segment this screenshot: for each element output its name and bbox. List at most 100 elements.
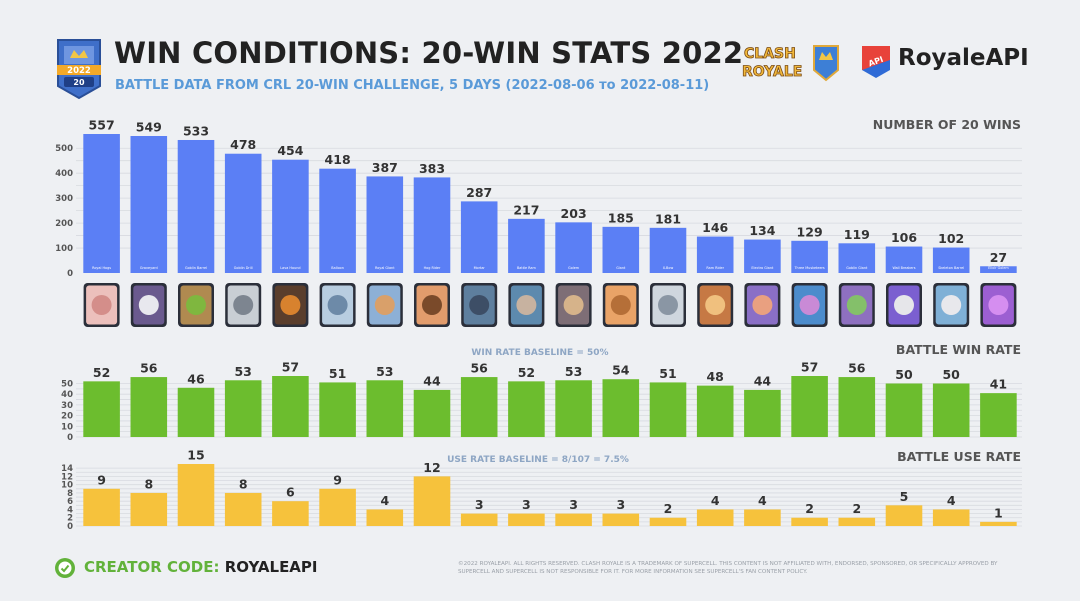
wins-category-label: X-Bow (663, 266, 674, 270)
winrate-value-label: 56 (140, 361, 158, 376)
card-icon-figure (280, 295, 301, 315)
winrate-bar (83, 381, 120, 437)
crl-20-badge-icon: 2022 20 (57, 39, 101, 100)
card-icon-figure (988, 295, 1009, 315)
userate-bar (508, 513, 545, 526)
winrate-bar (980, 393, 1017, 437)
winrate-bar (649, 382, 687, 437)
wins-value-label: 418 (325, 152, 351, 167)
userate-value-label: 4 (711, 493, 720, 508)
userate-bar (885, 505, 923, 526)
wins-value-label: 557 (89, 118, 115, 133)
winrate-value-label: 53 (565, 364, 582, 379)
card-icon (886, 283, 922, 327)
card-icon (272, 283, 309, 327)
wins-category-label: Ram Rider (706, 266, 724, 270)
card-icon-figure (610, 295, 631, 315)
userate-bar (224, 492, 262, 526)
userate-value-label: 9 (97, 472, 106, 487)
wins-category-label: Giant (616, 266, 626, 270)
wins-category-label: Graveyard (140, 266, 158, 270)
card-icon-figure (469, 295, 490, 315)
userate-bar (460, 513, 498, 526)
wins-y-tick-label: 400 (55, 169, 73, 179)
userate-value-label: 2 (664, 501, 673, 516)
userate-y-tick-label: 10 (61, 481, 73, 491)
userate-bar (319, 488, 356, 526)
wins-value-label: 27 (990, 250, 1007, 265)
userate-y-tick-label: 0 (67, 522, 73, 532)
userate-value-label: 5 (900, 489, 909, 504)
winrate-value-label: 57 (801, 360, 818, 375)
userate-bar (413, 476, 451, 526)
winrate-bar (508, 381, 545, 437)
userate-bar (838, 517, 876, 526)
winrate-value-label: 44 (754, 373, 772, 388)
wins-value-label: 119 (844, 227, 870, 242)
wins-value-label: 287 (466, 185, 492, 200)
winrate-y-tick-label: 50 (61, 379, 73, 389)
winrate-value-label: 44 (423, 373, 441, 388)
userate-bar (696, 509, 734, 526)
userate-bar (649, 517, 687, 526)
winrate-value-label: 50 (942, 367, 960, 382)
wins-bar (649, 227, 687, 273)
card-icon-figure (563, 295, 584, 315)
userate-bar (130, 492, 168, 526)
userate-bar (83, 488, 120, 526)
userate-bar (602, 513, 640, 526)
creator-code-value: ROYALEAPI (224, 558, 318, 576)
wins-bar (555, 222, 592, 273)
winrate-value-label: 46 (187, 371, 205, 386)
card-icon (366, 283, 403, 327)
userate-y-tick-label: 12 (61, 472, 73, 482)
wins-category-label: Three Musketeers (793, 266, 824, 270)
userate-value-label: 1 (994, 505, 1003, 520)
royaleapi-logo-text: RoyaleAPI (898, 45, 1029, 71)
wins-bar (366, 176, 404, 273)
userate-baseline-label: USE RATE BASELINE = 8/107 = 7.5% (447, 455, 629, 465)
page-title: WIN CONDITIONS: 20-WIN STATS 2022 (114, 36, 744, 70)
wins-category-label: Battle Ram (517, 266, 537, 270)
userate-value-label: 4 (380, 493, 389, 508)
wins-category-label: Elixir Golem (988, 266, 1009, 270)
wins-category-label: Royal Hogs (92, 266, 111, 270)
wins-value-label: 387 (372, 160, 398, 175)
winrate-bar (272, 376, 309, 437)
card-icon-figure (705, 295, 726, 315)
card-icon (319, 283, 356, 327)
winrate-bar (744, 389, 781, 437)
card-icon-figure (516, 295, 537, 315)
wins-category-label: Mortar (474, 266, 486, 270)
winrate-value-label: 51 (659, 366, 676, 381)
userate-value-label: 4 (758, 493, 767, 508)
clash-royale-logo: CLASH ROYALE (742, 45, 839, 82)
creator-code-label: CREATOR CODE: (84, 558, 220, 576)
userate-value-label: 3 (475, 497, 484, 512)
wins-bar (838, 243, 876, 273)
wins-bar (177, 139, 215, 273)
winrate-bar (602, 379, 640, 437)
card-icon-figure (846, 295, 867, 315)
winrate-bar (460, 377, 498, 437)
card-icon-figure (752, 295, 773, 315)
card-icon-figure (422, 295, 442, 315)
wins-category-label: Skeleton Barrel (938, 266, 964, 270)
userate-value-label: 9 (333, 472, 342, 487)
card-icon (178, 283, 214, 327)
card-icon (555, 283, 592, 327)
wins-category-label: Goblin Giant (846, 266, 868, 270)
card-icon (838, 283, 875, 327)
svg-text:CLASH: CLASH (744, 46, 796, 62)
winrate-value-label: 53 (234, 364, 251, 379)
wins-bar (224, 153, 262, 273)
winrate-bar (555, 380, 592, 437)
legal-disclaimer: ©2022 ROYALEAPI. ALL RIGHTS RESERVED. CL… (458, 561, 998, 575)
userate-bar (366, 509, 404, 526)
userate-bar (177, 464, 215, 526)
userate-bar (791, 517, 828, 526)
winrate-bar (885, 383, 923, 437)
wins-value-label: 203 (561, 206, 587, 221)
winrate-value-label: 48 (706, 369, 723, 384)
card-icon-figure (186, 295, 206, 315)
